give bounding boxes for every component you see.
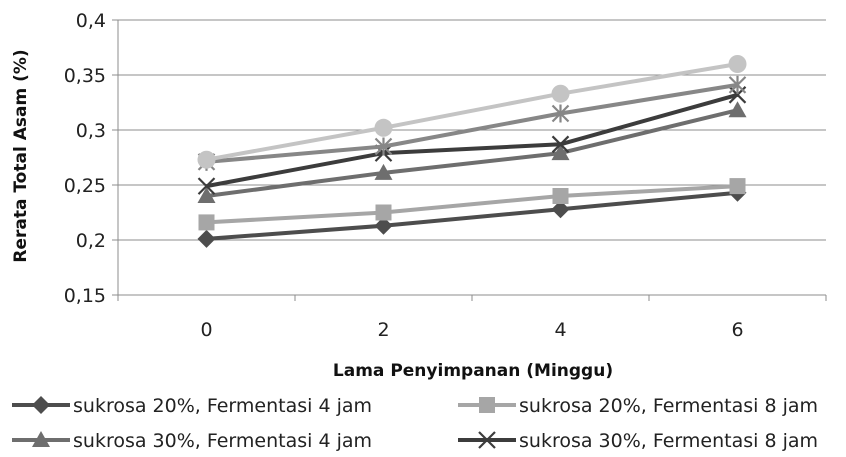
data-point-triangle	[374, 163, 393, 180]
legend-item: sukrosa 30%, Fermentasi 8 jam	[458, 430, 818, 452]
x-tick-label: 6	[731, 319, 743, 341]
x-tick-label: 0	[200, 319, 212, 341]
data-point-triangle	[728, 101, 747, 118]
series-line	[206, 62, 738, 162]
series-6	[197, 55, 747, 169]
data-point-square	[552, 188, 569, 204]
data-point-diamond	[197, 229, 216, 248]
data-point-asterisk	[728, 75, 747, 94]
data-point-square	[729, 178, 746, 195]
series-line	[206, 184, 738, 225]
series-1	[197, 183, 747, 248]
x-tick-label: 4	[554, 319, 566, 341]
x-tick-labels: 0 2 4 6	[200, 319, 743, 341]
data-point-diamond	[551, 200, 570, 219]
y-axis-label: Rerata Total Asam (%)	[11, 49, 31, 262]
series-5	[197, 75, 747, 171]
data-point-x	[197, 177, 216, 195]
data-point-circle	[551, 84, 570, 103]
y-tick-labels: 0,15 0,2 0,25 0,3 0,35 0,4	[64, 10, 106, 307]
legend-label: sukrosa 20%, Fermentasi 8 jam	[519, 395, 818, 417]
y-tick-label: 0,15	[64, 285, 106, 307]
data-point-diamond	[374, 216, 393, 235]
y-tick-label: 0,3	[76, 120, 106, 142]
y-tick-label: 0,2	[76, 230, 106, 252]
data-point-circle	[728, 55, 747, 73]
data-point-asterisk	[374, 137, 393, 156]
data-point-square	[198, 214, 215, 231]
legend-label: sukrosa 30%, Fermentasi 8 jam	[519, 430, 818, 452]
data-point-square	[479, 397, 495, 413]
data-point-diamond	[32, 396, 50, 414]
series-3	[197, 101, 747, 203]
data-point-triangle	[551, 144, 570, 161]
data-point-triangle	[32, 431, 50, 447]
data-point-triangle	[197, 187, 216, 203]
series-4	[197, 86, 747, 195]
y-tick-label: 0,25	[64, 175, 106, 197]
series-line	[206, 92, 739, 189]
series-line	[206, 82, 738, 164]
series-line	[206, 108, 738, 198]
legend-item: sukrosa 30%, Fermentasi 4 jam	[12, 430, 372, 452]
axes	[112, 19, 827, 301]
y-tick-label: 0,35	[64, 65, 106, 87]
y-tick-label: 0,4	[76, 10, 106, 32]
series-2	[198, 178, 746, 231]
legend-label: sukrosa 20%, Fermentasi 4 jam	[73, 395, 372, 417]
data-point-x	[478, 431, 496, 449]
data-point-circle	[374, 118, 393, 137]
x-tick-label: 2	[377, 319, 389, 341]
legend: sukrosa 20%, Fermentasi 4 jam sukrosa 20%…	[12, 395, 818, 452]
series-lines	[197, 55, 747, 248]
data-point-x	[551, 135, 570, 154]
data-point-asterisk	[551, 104, 570, 123]
legend-item: sukrosa 20%, Fermentasi 8 jam	[458, 395, 818, 417]
data-point-square	[375, 204, 392, 221]
legend-label: sukrosa 30%, Fermentasi 4 jam	[73, 430, 372, 452]
legend-item: sukrosa 20%, Fermentasi 4 jam	[12, 395, 372, 417]
x-axis-label: Lama Penyimpanan (Minggu)	[333, 361, 613, 381]
data-point-circle	[197, 150, 216, 169]
series-line	[206, 190, 738, 241]
